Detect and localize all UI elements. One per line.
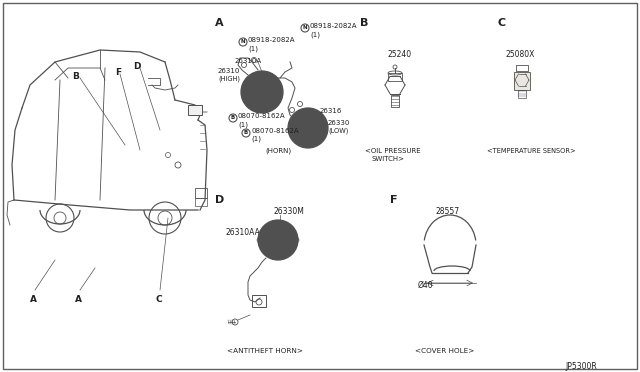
Text: 08918-2082A: 08918-2082A: [248, 37, 296, 43]
Text: (HIGH): (HIGH): [218, 76, 240, 83]
Bar: [518, 90, 526, 98]
Text: (HORN): (HORN): [265, 148, 291, 154]
Text: B: B: [244, 130, 248, 135]
Text: D: D: [215, 195, 224, 205]
Text: 25240: 25240: [388, 50, 412, 59]
Text: 26310: 26310: [218, 68, 241, 74]
Text: (1): (1): [310, 31, 320, 38]
Text: B: B: [231, 115, 235, 120]
Text: D: D: [133, 62, 141, 71]
Text: JP5300R: JP5300R: [565, 362, 596, 371]
Text: <COVER HOLE>: <COVER HOLE>: [415, 348, 474, 354]
Text: (1): (1): [251, 136, 261, 142]
Text: N: N: [303, 25, 307, 30]
Text: 08918-2082A: 08918-2082A: [310, 23, 358, 29]
Circle shape: [288, 108, 328, 148]
Text: F: F: [390, 195, 397, 205]
Circle shape: [241, 71, 283, 113]
Text: 26310A: 26310A: [235, 58, 262, 64]
Bar: [388, 73, 402, 81]
Bar: [188, 105, 202, 115]
Text: C: C: [498, 18, 506, 28]
Bar: [391, 95, 399, 107]
Text: 28557: 28557: [435, 207, 459, 216]
Text: A: A: [215, 18, 223, 28]
Text: B: B: [360, 18, 369, 28]
Text: 26310AA: 26310AA: [225, 228, 260, 237]
Text: (1): (1): [248, 45, 258, 51]
Text: N: N: [241, 39, 245, 44]
Text: (1): (1): [238, 121, 248, 128]
Text: B: B: [72, 72, 79, 81]
Circle shape: [258, 220, 298, 260]
Text: 08070-8162A: 08070-8162A: [238, 113, 285, 119]
Text: (LOW): (LOW): [328, 128, 348, 135]
Text: 25080X: 25080X: [506, 50, 536, 59]
Text: 26330M: 26330M: [273, 207, 304, 216]
Bar: [195, 198, 207, 206]
Bar: [252, 295, 266, 307]
Text: A: A: [75, 295, 82, 304]
Text: <ANTITHEFT HORN>: <ANTITHEFT HORN>: [227, 348, 303, 354]
Text: C: C: [155, 295, 162, 304]
Text: <TEMPERATURE SENSOR>: <TEMPERATURE SENSOR>: [487, 148, 575, 154]
Text: 26316: 26316: [320, 108, 342, 114]
Text: F: F: [115, 68, 121, 77]
Text: SWITCH>: SWITCH>: [372, 156, 405, 162]
Bar: [195, 188, 207, 198]
Text: 08070-8162A: 08070-8162A: [251, 128, 299, 134]
Text: <OIL PRESSURE: <OIL PRESSURE: [365, 148, 420, 154]
Bar: [516, 65, 528, 71]
Text: A: A: [30, 295, 37, 304]
Text: 26330: 26330: [328, 120, 350, 126]
Bar: [514, 72, 530, 90]
Text: Ø40: Ø40: [418, 281, 434, 290]
